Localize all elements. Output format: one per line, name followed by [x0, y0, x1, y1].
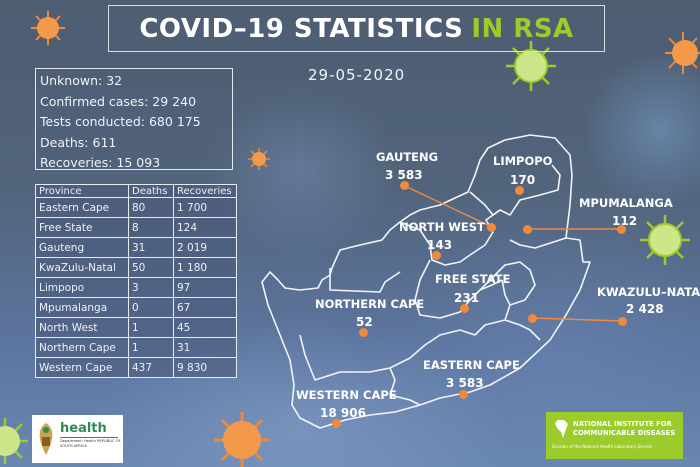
province-table: Province Deaths Recoveries Eastern Cape 8… — [35, 184, 237, 378]
title-main: COVID–19 STATISTICS — [139, 13, 464, 44]
province-deaths: 50 — [128, 257, 174, 278]
label-north-west: NORTH WEST — [399, 220, 485, 234]
table-row: Free State 8 124 — [35, 217, 237, 238]
unknown-count: Unknown: 32 — [40, 73, 123, 88]
marker-north-west — [432, 251, 441, 260]
health-wordmark: health — [60, 421, 107, 436]
marker-gauteng — [487, 223, 496, 232]
green-virus-icon — [0, 418, 28, 464]
label-mpumalanga: MPUMALANGA — [579, 196, 673, 210]
orange-virus-icon — [665, 32, 700, 74]
table-row: Mpumalanga 0 67 — [35, 297, 237, 318]
health-subtitle: Department: Health REPUBLIC OF SOUTH AFR… — [60, 439, 121, 448]
province-name: North West — [35, 317, 129, 338]
cases-northern-cape: 52 — [356, 315, 373, 329]
cases-limpopo: 170 — [510, 173, 536, 187]
province-recoveries: 2 019 — [173, 237, 237, 258]
label-limpopo: LIMPOPO — [493, 154, 553, 168]
nicd-logo: NATIONAL INSTITUTE FOR COMMUNICABLE DISE… — [546, 412, 683, 459]
cases-gauteng: 3 583 — [385, 168, 423, 182]
marker-northern-cape — [359, 328, 368, 337]
table-row: Western Cape 437 9 830 — [35, 357, 237, 378]
green-virus-icon — [640, 215, 690, 265]
page-title: COVID–19 STATISTICS IN RSA — [108, 5, 605, 52]
label-western-cape: WESTERN CAPE — [296, 388, 397, 402]
province-recoveries: 97 — [173, 277, 237, 298]
marker-limpopo — [515, 186, 524, 195]
province-deaths: 80 — [128, 197, 174, 218]
orange-virus-icon — [31, 11, 65, 45]
province-name: Western Cape — [35, 357, 129, 378]
cases-mpumalanga: 112 — [612, 214, 638, 228]
deaths-count: Deaths: 611 — [40, 134, 117, 150]
orange-virus-icon — [214, 412, 270, 467]
country-outline — [261, 134, 591, 429]
province-name: Mpumalanga — [35, 297, 129, 318]
label-gauteng: GAUTENG — [376, 150, 439, 164]
tests-conducted: Tests conducted: 680 175 — [40, 114, 201, 129]
nicd-line-1: NATIONAL INSTITUTE FOR — [573, 420, 672, 428]
cases-kwazulu-natal: 2 428 — [626, 302, 664, 316]
dept-health-logo: health Department: Health REPUBLIC OF SO… — [32, 415, 123, 463]
label-free-state: FREE STATE — [435, 272, 511, 286]
label-kwazulu-natal: KWAZULU–NATAL — [597, 285, 700, 299]
cases-western-cape: 18 906 — [320, 406, 366, 420]
cases-free-state: 231 — [454, 291, 480, 305]
health-divider — [60, 437, 118, 438]
green-virus-icon — [506, 41, 556, 91]
recoveries-count: Recoveries: 15 093 — [40, 155, 161, 170]
cases-eastern-cape: 3 583 — [446, 376, 484, 390]
nicd-title: NATIONAL INSTITUTE FOR COMMUNICABLE DISE… — [573, 420, 675, 438]
province-recoveries: 45 — [173, 317, 237, 338]
africa-icon — [555, 420, 568, 438]
marker-western-cape — [332, 419, 341, 428]
nicd-line-2: COMMUNICABLE DISEASES — [573, 429, 676, 437]
marker-mpumalanga-label — [617, 225, 626, 234]
cases-north-west: 143 — [427, 238, 453, 252]
marker-mpumalanga — [523, 225, 532, 234]
table-row: KwaZulu-Natal 50 1 180 — [35, 257, 237, 278]
marker-gauteng-label — [400, 181, 409, 190]
marker-kwazulu-natal-label — [618, 317, 627, 326]
confirmed-cases: Confirmed cases: 29 240 — [40, 93, 197, 109]
label-eastern-cape: EASTERN CAPE — [423, 358, 520, 372]
orange-virus-icon — [248, 148, 270, 170]
summary-panel: Unknown: 32 Confirmed cases: 29 240 Test… — [35, 68, 233, 170]
table-row: Gauteng 31 2 019 — [35, 237, 237, 258]
coat-of-arms-icon — [39, 423, 53, 455]
nicd-subtitle: Division of the National Health Laborato… — [552, 444, 653, 449]
marker-free-state — [460, 304, 469, 313]
report-date: 29-05-2020 — [308, 66, 406, 84]
marker-eastern-cape — [459, 390, 468, 399]
label-northern-cape: NORTHERN CAPE — [315, 297, 425, 311]
province-recoveries: 9 830 — [173, 357, 237, 378]
marker-kwazulu-natal — [528, 314, 537, 323]
province-recoveries: 124 — [173, 217, 237, 238]
title-accent: IN RSA — [471, 13, 574, 44]
